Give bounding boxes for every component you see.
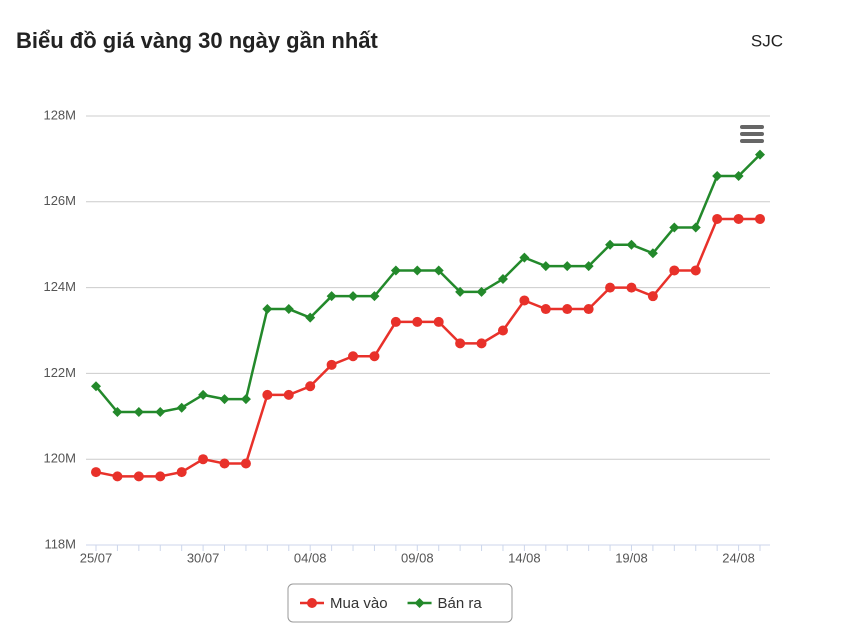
point bbox=[497, 325, 508, 336]
point bbox=[540, 261, 551, 272]
point bbox=[305, 381, 316, 392]
point bbox=[583, 261, 594, 272]
point bbox=[219, 458, 230, 469]
point bbox=[198, 389, 209, 400]
point bbox=[326, 291, 337, 302]
point bbox=[112, 471, 123, 482]
series-line bbox=[95, 217, 760, 478]
point bbox=[519, 252, 530, 263]
point bbox=[283, 389, 294, 400]
menu-bar bbox=[740, 132, 764, 136]
point bbox=[476, 286, 487, 297]
point bbox=[583, 304, 594, 315]
menu-bar bbox=[740, 125, 764, 129]
point bbox=[176, 467, 187, 478]
point bbox=[540, 304, 551, 315]
point bbox=[712, 213, 723, 224]
point bbox=[755, 213, 765, 224]
point bbox=[348, 351, 359, 362]
y-tick-label: 124M bbox=[43, 279, 76, 294]
point bbox=[733, 213, 744, 224]
point bbox=[176, 402, 187, 413]
point bbox=[562, 261, 573, 272]
x-tick-label: 24/08 bbox=[722, 550, 755, 565]
point bbox=[519, 295, 530, 306]
point bbox=[626, 239, 637, 250]
x-tick-label: 30/07 bbox=[187, 550, 220, 565]
legend-label: Mua vào bbox=[330, 595, 388, 612]
point bbox=[733, 171, 744, 182]
point bbox=[476, 338, 487, 349]
y-tick-label: 126M bbox=[43, 193, 76, 208]
point bbox=[390, 265, 401, 276]
point bbox=[669, 222, 680, 233]
point bbox=[348, 291, 359, 302]
y-tick-label: 118M bbox=[44, 536, 76, 551]
x-tick-label: 14/08 bbox=[508, 550, 541, 565]
point bbox=[283, 304, 294, 315]
point bbox=[412, 265, 423, 276]
x-tick-label: 04/08 bbox=[294, 550, 327, 565]
point bbox=[690, 222, 701, 233]
point bbox=[433, 265, 444, 276]
point bbox=[605, 282, 616, 293]
point bbox=[112, 407, 123, 418]
point bbox=[198, 454, 209, 465]
point bbox=[390, 316, 401, 327]
point bbox=[240, 394, 251, 405]
point bbox=[690, 265, 701, 276]
y-tick-label: 128M bbox=[43, 107, 76, 122]
point bbox=[369, 351, 380, 362]
point bbox=[712, 171, 723, 182]
point bbox=[647, 291, 658, 302]
point bbox=[133, 471, 144, 482]
point bbox=[91, 467, 101, 478]
menu-bar bbox=[740, 139, 764, 143]
point bbox=[240, 458, 251, 469]
point bbox=[605, 239, 616, 250]
point bbox=[369, 291, 380, 302]
point bbox=[133, 407, 144, 418]
point bbox=[307, 598, 317, 608]
point bbox=[647, 248, 658, 259]
point bbox=[91, 381, 101, 392]
point bbox=[755, 149, 765, 160]
chart-title: Biểu đồ giá vàng 30 ngày gần nhất bbox=[16, 28, 379, 53]
point bbox=[626, 282, 637, 293]
point bbox=[326, 359, 337, 370]
x-tick-label: 19/08 bbox=[615, 550, 648, 565]
legend-item[interactable]: Mua vào bbox=[300, 595, 388, 612]
point bbox=[305, 312, 316, 323]
point bbox=[455, 286, 466, 297]
point bbox=[433, 316, 444, 327]
point bbox=[562, 304, 573, 315]
point bbox=[262, 389, 273, 400]
point bbox=[497, 274, 508, 285]
point bbox=[414, 598, 425, 608]
point bbox=[412, 316, 423, 327]
menu-button[interactable] bbox=[740, 125, 764, 143]
legend-item[interactable]: Bán ra bbox=[407, 595, 483, 612]
y-tick-label: 122M bbox=[43, 365, 76, 380]
point bbox=[455, 338, 466, 349]
point bbox=[155, 471, 166, 482]
x-tick-label: 25/07 bbox=[80, 550, 113, 565]
point bbox=[669, 265, 680, 276]
legend-box bbox=[287, 583, 513, 623]
chart-subtitle: SJC bbox=[751, 31, 783, 50]
y-tick-label: 120M bbox=[43, 451, 76, 466]
legend-label: Bán ra bbox=[438, 595, 483, 612]
point bbox=[155, 407, 166, 418]
point bbox=[262, 304, 273, 315]
point bbox=[219, 394, 230, 405]
x-tick-label: 09/08 bbox=[401, 550, 434, 565]
